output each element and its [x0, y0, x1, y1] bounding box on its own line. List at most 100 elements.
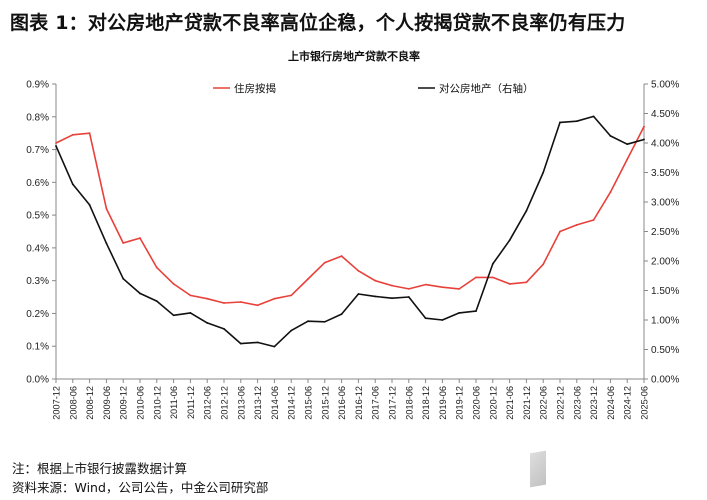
data-point-mortgage — [340, 255, 343, 257]
x-tick-label: 2019-06 — [438, 386, 448, 420]
data-point-commercial-real-estate — [256, 341, 259, 344]
x-tick-label: 2022-12 — [556, 386, 566, 420]
chart-title: 上市银行房地产贷款不良率 — [288, 49, 420, 63]
data-point-mortgage — [491, 276, 494, 279]
data-point-commercial-real-estate — [357, 293, 360, 295]
data-point-commercial-real-estate — [105, 242, 108, 245]
legend-label: 对公房地产（右轴） — [439, 82, 534, 95]
x-tick-label: 2024-06 — [606, 386, 616, 420]
data-point-commercial-real-estate — [491, 263, 494, 265]
data-point-mortgage — [273, 297, 276, 300]
data-point-commercial-real-estate — [189, 312, 192, 314]
right-tick-label: 2.50% — [651, 227, 679, 238]
data-point-mortgage — [407, 287, 410, 290]
data-point-mortgage — [71, 133, 74, 136]
data-point-mortgage — [122, 242, 125, 244]
data-point-mortgage — [155, 266, 158, 269]
data-point-mortgage — [307, 278, 309, 280]
data-point-commercial-real-estate — [88, 204, 91, 206]
data-point-mortgage — [189, 294, 192, 297]
data-point-mortgage — [626, 158, 629, 161]
data-point-mortgage — [239, 301, 242, 303]
left-tick-label: 0.3% — [26, 276, 49, 287]
data-point-commercial-real-estate — [206, 322, 209, 324]
x-tick-label: 2020-06 — [472, 386, 482, 420]
data-point-commercial-real-estate — [559, 121, 561, 124]
left-tick-label: 0.6% — [26, 178, 49, 189]
data-point-mortgage — [575, 224, 578, 226]
x-tick-label: 2018-06 — [404, 386, 414, 420]
right-tick-label: 1.50% — [651, 286, 679, 297]
data-point-commercial-real-estate — [391, 297, 393, 300]
x-tick-label: 2020-12 — [488, 386, 498, 420]
left-tick-label: 0.5% — [26, 211, 49, 222]
data-point-commercial-real-estate — [239, 342, 242, 345]
data-point-mortgage — [391, 284, 393, 287]
data-point-commercial-real-estate — [643, 138, 645, 141]
data-point-commercial-real-estate — [172, 314, 175, 317]
x-tick-label: 2014-06 — [270, 386, 280, 420]
x-tick-label: 2015-06 — [304, 386, 314, 420]
right-tick-label: 0.50% — [651, 345, 679, 356]
data-point-mortgage — [441, 286, 444, 289]
data-point-mortgage — [475, 276, 477, 279]
data-point-mortgage — [139, 237, 141, 239]
data-point-mortgage — [55, 142, 57, 144]
data-point-commercial-real-estate — [508, 239, 511, 242]
data-point-mortgage — [542, 263, 545, 266]
data-point-commercial-real-estate — [290, 329, 293, 332]
right-tick-label: 4.00% — [651, 139, 679, 150]
data-point-commercial-real-estate — [475, 310, 477, 313]
figure-note: 注：根据上市银行披露数据计算 — [12, 461, 188, 476]
left-tick-label: 0.4% — [26, 243, 49, 254]
x-tick-label: 2015-12 — [320, 386, 330, 420]
data-point-mortgage — [592, 219, 595, 221]
data-point-mortgage — [105, 207, 108, 210]
data-point-mortgage — [357, 269, 360, 272]
data-point-mortgage — [643, 125, 645, 128]
data-point-commercial-real-estate — [575, 120, 578, 123]
x-tick-label: 2008-06 — [68, 386, 78, 420]
data-point-mortgage — [525, 281, 528, 284]
data-point-mortgage — [223, 302, 225, 304]
x-tick-label: 2011-12 — [186, 386, 196, 419]
left-tick-label: 0.1% — [26, 342, 49, 353]
right-tick-label: 5.00% — [651, 80, 679, 91]
x-tick-label: 2010-06 — [136, 386, 146, 420]
x-tick-label: 2017-12 — [388, 386, 398, 420]
x-tick-label: 2011-06 — [169, 386, 179, 419]
series-line-mortgage — [55, 126, 645, 307]
data-point-mortgage — [290, 294, 293, 297]
data-point-commercial-real-estate — [374, 295, 377, 298]
data-point-commercial-real-estate — [223, 327, 225, 330]
data-point-commercial-real-estate — [307, 320, 309, 323]
x-tick-label: 2021-06 — [505, 386, 515, 420]
x-tick-label: 2008-12 — [85, 386, 95, 420]
x-tick-label: 2016-06 — [337, 386, 347, 420]
left-tick-label: 0.9% — [26, 80, 49, 91]
x-tick-label: 2013-06 — [236, 386, 246, 420]
x-tick-label: 2012-06 — [203, 386, 213, 420]
left-tick-label: 0.2% — [26, 309, 49, 320]
left-tick-label: 0.0% — [26, 375, 49, 386]
data-point-commercial-real-estate — [592, 115, 595, 118]
x-tick-label: 2009-12 — [119, 386, 129, 420]
data-point-commercial-real-estate — [626, 143, 629, 146]
x-tick-label: 2022-06 — [539, 386, 549, 420]
data-point-commercial-real-estate — [139, 292, 141, 295]
x-tick-label: 2009-06 — [102, 386, 112, 420]
x-tick-label: 2025-06 — [640, 386, 650, 420]
data-point-mortgage — [559, 230, 561, 233]
data-point-mortgage — [256, 304, 259, 307]
x-tick-label: 2014-12 — [287, 386, 297, 420]
data-point-mortgage — [88, 132, 91, 135]
data-point-mortgage — [458, 287, 461, 290]
figure-title: 图表 1：对公房地产贷款不良率高位企稳，个人按揭贷款不良率仍有压力 — [10, 12, 626, 34]
data-point-mortgage — [374, 279, 377, 282]
right-tick-label: 3.50% — [651, 168, 679, 179]
x-tick-label: 2024-12 — [623, 386, 633, 420]
x-tick-label: 2013-12 — [253, 386, 263, 420]
series-line-commercial-real-estate — [55, 115, 645, 348]
data-point-commercial-real-estate — [407, 296, 410, 298]
